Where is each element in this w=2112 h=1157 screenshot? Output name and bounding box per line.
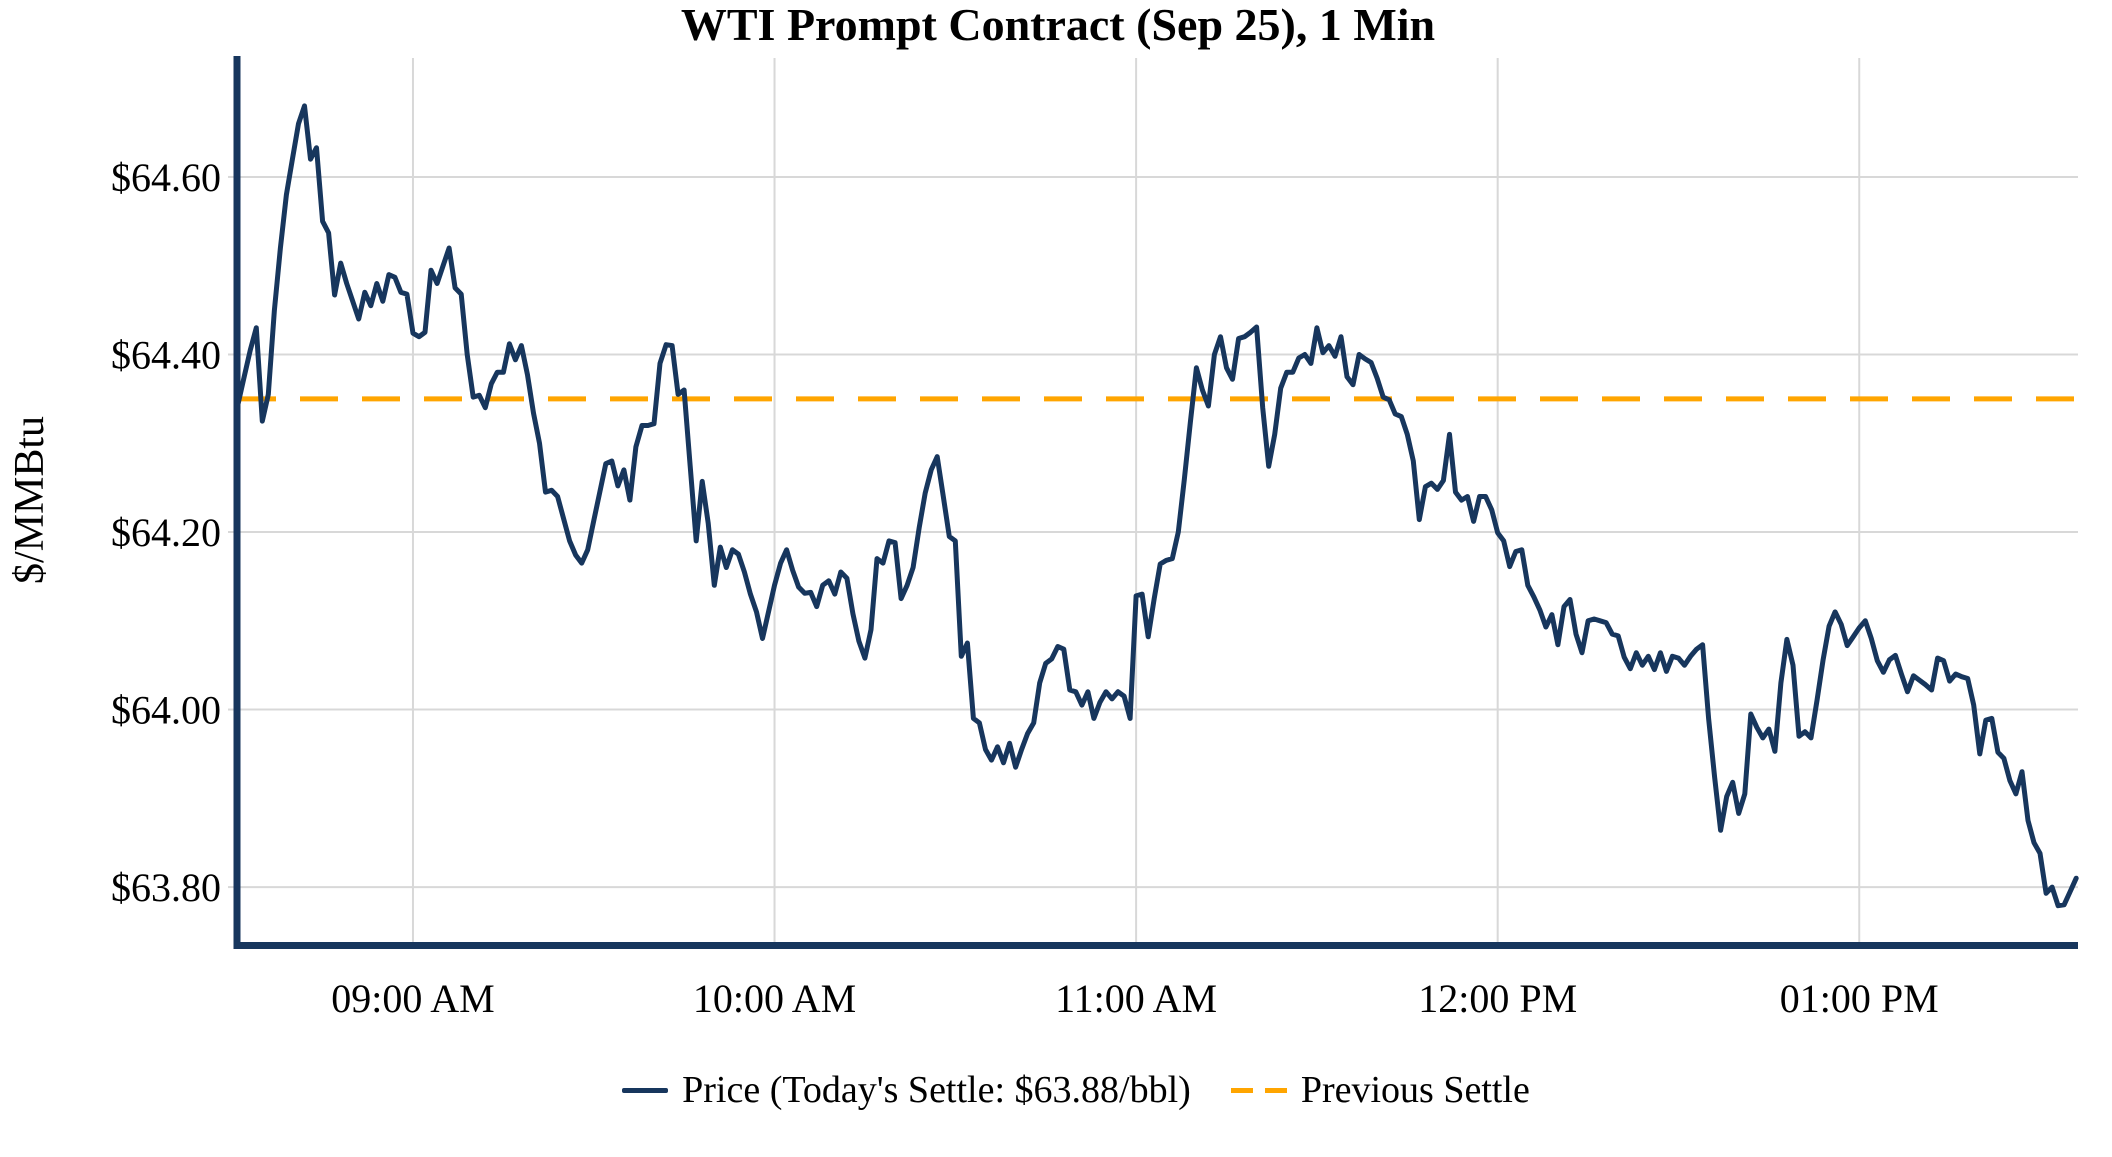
x-tick-label: 01:00 PM — [1780, 976, 1939, 1021]
x-tick-label: 11:00 AM — [1055, 976, 1217, 1021]
x-tick-label: 10:00 AM — [693, 976, 856, 1021]
legend: Price (Today's Settle: $63.88/bbl) Previ… — [0, 1068, 2112, 1112]
price-line-swatch — [622, 1087, 669, 1093]
price-line — [235, 103, 2079, 909]
previous-settle-legend-label: Previous Settle — [1300, 1069, 1530, 1111]
previous-settle-swatch — [1230, 1087, 1287, 1093]
chart-title: WTI Prompt Contract (Sep 25), 1 Min — [680, 0, 1436, 50]
y-tick-label: $64.40 — [111, 332, 221, 377]
y-tick-label: $64.20 — [111, 510, 221, 555]
y-tick-label: $64.00 — [111, 688, 221, 733]
y-tick-label: $63.80 — [111, 865, 221, 910]
y-axis-label: $/MMBtu — [7, 415, 53, 585]
x-tick-label: 12:00 PM — [1418, 976, 1577, 1021]
price-legend-label: Price (Today's Settle: $63.88/bbl) — [682, 1069, 1191, 1111]
x-tick-label: 09:00 AM — [331, 976, 494, 1021]
y-tick-label: $64.60 — [111, 155, 221, 200]
